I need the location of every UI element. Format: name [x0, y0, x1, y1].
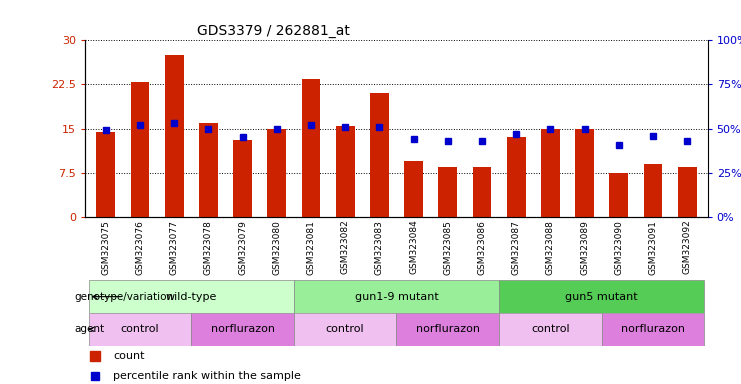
Bar	[165, 55, 184, 217]
Text: control: control	[531, 324, 570, 334]
Bar	[89, 280, 294, 313]
Bar	[507, 137, 525, 217]
Bar	[191, 313, 294, 346]
Bar	[130, 81, 150, 217]
Text: agent: agent	[74, 324, 104, 334]
Bar	[89, 313, 191, 346]
Bar	[404, 161, 423, 217]
Bar	[575, 129, 594, 217]
Bar	[499, 280, 704, 313]
Bar	[268, 129, 286, 217]
Text: count: count	[113, 351, 144, 361]
Text: GDS3379 / 262881_at: GDS3379 / 262881_at	[197, 24, 350, 38]
Bar	[302, 79, 320, 217]
Text: control: control	[121, 324, 159, 334]
Bar	[233, 141, 252, 217]
Bar	[294, 313, 396, 346]
Bar	[602, 313, 704, 346]
Bar	[643, 164, 662, 217]
Bar	[370, 93, 389, 217]
Bar	[499, 313, 602, 346]
Bar	[199, 123, 218, 217]
Text: genotype/variation: genotype/variation	[74, 291, 173, 302]
Text: control: control	[326, 324, 365, 334]
Text: gun1-9 mutant: gun1-9 mutant	[354, 291, 439, 302]
Bar	[439, 167, 457, 217]
Text: gun5 mutant: gun5 mutant	[565, 291, 638, 302]
Bar	[294, 280, 499, 313]
Bar	[336, 126, 354, 217]
Bar	[96, 132, 115, 217]
Text: norflurazon: norflurazon	[416, 324, 479, 334]
Bar	[541, 129, 559, 217]
Bar	[609, 173, 628, 217]
Text: wild-type: wild-type	[165, 291, 217, 302]
Bar	[396, 313, 499, 346]
Text: percentile rank within the sample: percentile rank within the sample	[113, 371, 301, 381]
Text: norflurazon: norflurazon	[210, 324, 274, 334]
Text: norflurazon: norflurazon	[621, 324, 685, 334]
Bar	[678, 167, 697, 217]
Bar	[473, 167, 491, 217]
